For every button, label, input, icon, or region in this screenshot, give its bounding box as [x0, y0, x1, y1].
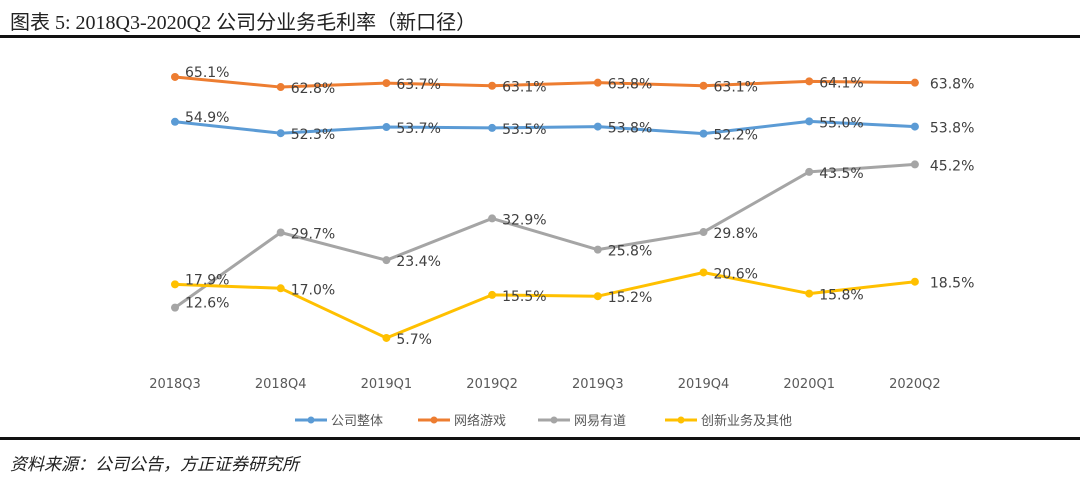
line-chart: 2018Q3 2018Q4 2019Q1 2019Q2 2019Q3 2019Q4 2020…: [149, 65, 974, 429]
data-label: 63.8%: [930, 77, 974, 93]
x-tick-label: 2019Q3: [572, 377, 624, 392]
data-point: [593, 78, 602, 87]
data-point: [699, 81, 708, 90]
data-point: [805, 77, 814, 86]
data-point: [171, 280, 179, 289]
data-label: 23.4%: [396, 254, 440, 270]
x-tick-label: 2018Q3: [149, 377, 201, 392]
data-point: [910, 277, 919, 286]
data-point: [488, 81, 497, 90]
data-label: 15.8%: [819, 288, 863, 304]
title-divider: [0, 35, 1080, 38]
data-label: 63.8%: [608, 77, 652, 93]
x-tick-label: 2019Q4: [678, 377, 730, 392]
data-label: 17.9%: [185, 272, 229, 288]
data-point: [910, 122, 919, 131]
data-label: 43.5%: [819, 166, 863, 182]
data-point: [382, 79, 391, 88]
data-point: [488, 214, 497, 223]
data-point: [382, 256, 391, 265]
data-point: [699, 268, 708, 277]
legend-label: 网易有道: [574, 414, 626, 429]
data-label: 15.5%: [502, 289, 546, 305]
data-label: 25.8%: [608, 244, 652, 260]
data-point: [805, 167, 814, 176]
data-point: [593, 122, 602, 131]
data-label: 20.6%: [714, 266, 758, 282]
x-tick-label: 2019Q2: [466, 377, 518, 392]
data-point: [171, 303, 179, 312]
data-point: [276, 228, 285, 237]
data-label: 62.8%: [291, 81, 335, 97]
data-point: [382, 333, 391, 342]
data-label: 52.2%: [714, 128, 758, 144]
data-point: [593, 245, 602, 254]
data-label: 64.1%: [819, 75, 863, 91]
legend-marker: [430, 416, 438, 424]
data-label: 65.1%: [185, 65, 229, 81]
data-point: [382, 123, 391, 132]
data-label: 29.8%: [714, 226, 758, 242]
data-point: [171, 72, 179, 81]
data-label: 53.8%: [930, 121, 974, 137]
data-label: 32.9%: [502, 212, 546, 228]
legend-label: 公司整体: [331, 414, 383, 429]
data-label: 53.5%: [502, 122, 546, 138]
data-point: [910, 160, 919, 169]
x-tick-label: 2020Q2: [889, 377, 941, 392]
legend-marker: [307, 416, 315, 424]
data-point: [276, 284, 285, 293]
legend-marker: [677, 416, 685, 424]
series-line: [174, 75, 915, 89]
data-point: [488, 123, 497, 132]
data-point: [805, 289, 814, 298]
x-tick-label: 2019Q1: [361, 377, 413, 392]
series-line: [174, 119, 915, 136]
data-label: 5.7%: [396, 332, 432, 348]
data-label: 53.7%: [396, 121, 440, 137]
data-label: 12.6%: [185, 296, 229, 312]
data-point: [910, 78, 919, 87]
series-line: [174, 162, 916, 309]
data-point: [699, 228, 708, 237]
data-point: [276, 129, 285, 138]
data-point: [488, 290, 497, 299]
figure-title: 图表 5: 2018Q3-2020Q2 公司分业务毛利率（新口径）: [10, 12, 477, 34]
series-line: [174, 270, 916, 340]
data-label: 55.0%: [819, 115, 863, 131]
data-point: [276, 83, 285, 92]
data-label: 63.1%: [502, 80, 546, 96]
data-point: [171, 117, 179, 126]
data-label: 15.2%: [608, 290, 652, 306]
legend-marker: [550, 416, 558, 424]
data-label: 18.5%: [930, 276, 974, 292]
data-label: 52.3%: [291, 127, 335, 143]
data-label: 63.1%: [714, 80, 758, 96]
legend-label: 创新业务及其他: [701, 413, 792, 429]
x-tick-label: 2020Q1: [783, 377, 835, 392]
data-point: [805, 117, 814, 126]
legend-label: 网络游戏: [454, 413, 506, 429]
data-label: 45.2%: [930, 158, 974, 174]
data-label: 63.7%: [396, 77, 440, 93]
x-tick-label: 2018Q4: [255, 377, 307, 392]
data-label: 17.0%: [291, 282, 335, 298]
data-point: [699, 129, 708, 138]
source-note: 资料来源：公司公告，方正证券研究所: [10, 455, 299, 475]
data-label: 53.8%: [608, 121, 652, 137]
footer-divider: [0, 437, 1080, 440]
data-label: 29.7%: [291, 226, 335, 242]
data-point: [593, 292, 602, 301]
data-label: 54.9%: [185, 110, 229, 126]
